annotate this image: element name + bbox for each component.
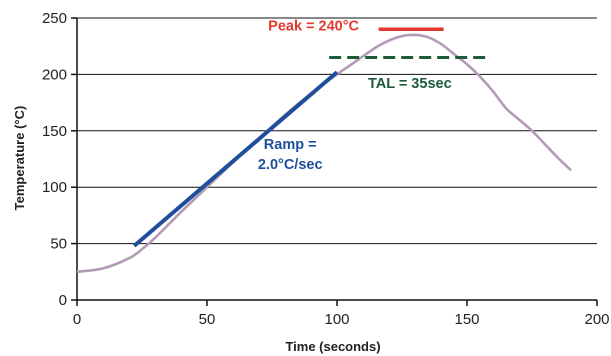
x-tick-label-200: 200 — [584, 311, 609, 328]
ramp-line — [132, 70, 339, 248]
annotation-ramp-line1: Ramp = — [264, 137, 317, 153]
y-tick-label-100: 100 — [42, 179, 67, 196]
y-axis-title: Temperature (°C) — [12, 106, 27, 211]
x-tick-label-150: 150 — [454, 311, 479, 328]
temperature-profile-curve — [76, 33, 572, 274]
annotation-tal: TAL = 35sec — [368, 76, 452, 92]
reference-lines — [329, 27, 486, 59]
x-tick-label-100: 100 — [324, 311, 349, 328]
data-series — [76, 33, 572, 274]
y-tick-label-0: 0 — [59, 292, 67, 309]
annotations: Peak = 240°C TAL = 35sec Ramp = 2.0°C/sec — [258, 18, 452, 173]
y-tick-labels: 0 50 100 150 200 250 — [42, 10, 67, 309]
annotation-peak: Peak = 240°C — [268, 18, 359, 34]
x-tick-label-0: 0 — [73, 311, 81, 328]
x-tick-labels: 0 50 100 150 200 — [73, 311, 610, 328]
gridlines — [77, 17, 597, 245]
y-tick-label-150: 150 — [42, 123, 67, 140]
x-axis-title: Time (seconds) — [285, 339, 380, 354]
y-tick-label-200: 200 — [42, 66, 67, 83]
annotation-ramp-line2: 2.0°C/sec — [258, 157, 323, 173]
y-tick-label-250: 250 — [42, 10, 67, 27]
x-tick-label-50: 50 — [199, 311, 216, 328]
axes — [71, 17, 598, 306]
y-tick-label-50: 50 — [50, 236, 67, 253]
